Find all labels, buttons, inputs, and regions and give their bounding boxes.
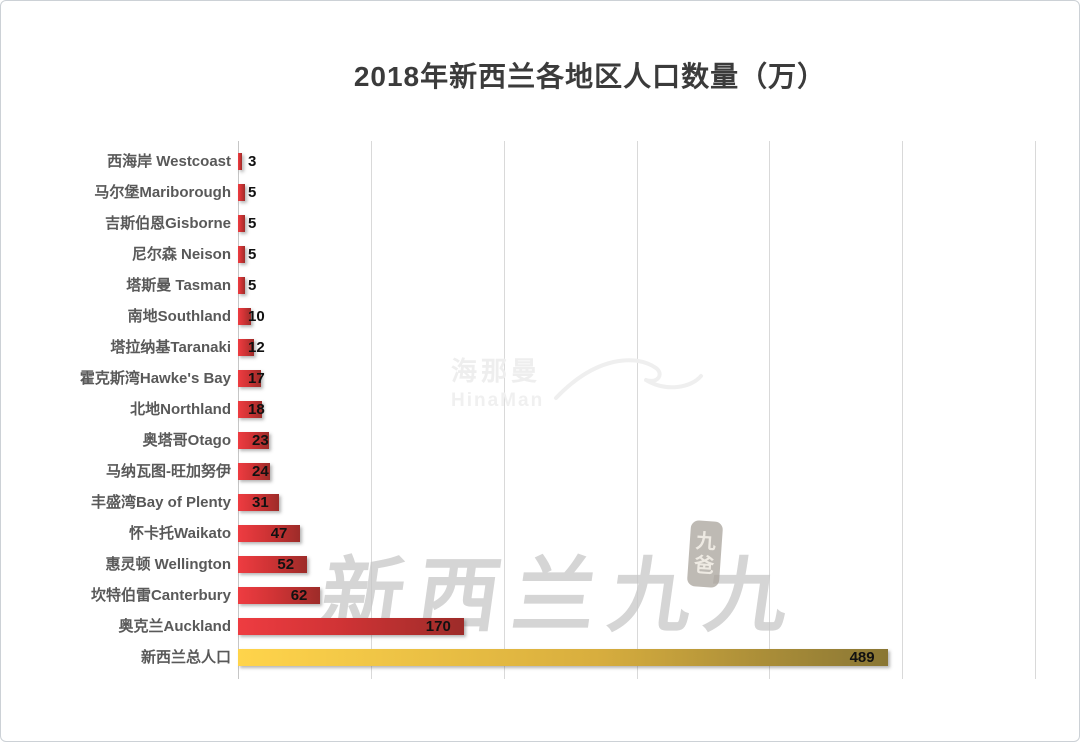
value-label: 5 bbox=[248, 276, 257, 294]
bar bbox=[238, 587, 321, 604]
value-label: 3 bbox=[248, 152, 257, 170]
bar bbox=[238, 432, 269, 449]
category-axis: 西海岸 Westcoast 马尔堡Mariborough 吉斯伯恩Gisborne 尼… bbox=[1, 141, 231, 679]
value-label: 5 bbox=[248, 214, 257, 232]
category-label: 惠灵顿 Wellington bbox=[105, 555, 231, 573]
value-label: 170 bbox=[425, 617, 451, 635]
bar bbox=[238, 370, 261, 387]
category-label: 塔斯曼 Tasman bbox=[126, 276, 231, 294]
watermark-seal-char-top: 九 bbox=[695, 530, 717, 554]
chart-title: 2018年新西兰各地区人口数量（万） bbox=[353, 61, 827, 92]
watermark-logo-chinese: 海那曼 bbox=[451, 356, 542, 386]
value-label: 10 bbox=[248, 307, 265, 325]
category-label: 尼尔森 Neison bbox=[131, 245, 231, 263]
bar bbox=[238, 463, 270, 480]
value-label: 489 bbox=[849, 648, 875, 666]
gridline bbox=[769, 141, 771, 679]
value-label: 47 bbox=[270, 524, 288, 542]
value-label: 31 bbox=[252, 493, 269, 511]
gridline bbox=[370, 141, 372, 679]
category-label: 塔拉纳基Taranaki bbox=[110, 338, 231, 356]
watermark-swoosh-icon bbox=[554, 358, 703, 400]
watermark-seal: 九 爸 bbox=[686, 519, 724, 589]
watermark-logo: 海那曼 HinaMan bbox=[451, 351, 544, 412]
category-label: 霍克斯湾Hawke's Bay bbox=[79, 369, 231, 387]
value-label: 52 bbox=[277, 555, 295, 573]
value-label: 17 bbox=[248, 369, 265, 387]
bar bbox=[238, 308, 252, 325]
value-label: 5 bbox=[248, 245, 257, 263]
value-label: 5 bbox=[248, 183, 257, 201]
bar bbox=[238, 494, 280, 511]
bar bbox=[238, 525, 301, 542]
bar bbox=[238, 277, 245, 294]
watermark-seal-char-bottom: 爸 bbox=[693, 554, 715, 578]
category-label: 南地Southland bbox=[127, 307, 231, 325]
gridline bbox=[636, 141, 638, 679]
category-label: 丰盛湾Bay of Plenty bbox=[90, 493, 231, 511]
bar bbox=[238, 649, 888, 666]
bar bbox=[238, 184, 245, 201]
bar bbox=[238, 246, 245, 263]
bar bbox=[238, 401, 262, 418]
value-label: 62 bbox=[290, 586, 308, 604]
category-label: 马尔堡Mariborough bbox=[94, 183, 231, 201]
plot-area: 3 5 5 5 5 10 12 17 18 23 24 31 47 52 62 170 489 bbox=[238, 141, 1036, 679]
value-label: 24 bbox=[252, 462, 269, 480]
bar bbox=[238, 215, 245, 232]
bar bbox=[238, 339, 254, 356]
category-label: 新西兰总人口 bbox=[140, 648, 231, 666]
gridline bbox=[902, 141, 904, 679]
value-label: 23 bbox=[252, 431, 269, 449]
category-label: 吉斯伯恩Gisborne bbox=[105, 214, 231, 232]
value-label: 18 bbox=[248, 400, 265, 418]
category-label: 奥塔哥Otago bbox=[142, 431, 231, 449]
gridline bbox=[503, 141, 505, 679]
category-label: 北地Northland bbox=[130, 400, 231, 418]
value-label: 12 bbox=[248, 338, 265, 356]
category-label: 奥克兰Auckland bbox=[118, 617, 231, 635]
watermark-logo-latin: HinaMan bbox=[451, 390, 545, 411]
bar bbox=[238, 153, 242, 170]
category-label: 马纳瓦图-旺加努伊 bbox=[106, 462, 231, 480]
category-label: 怀卡托Waikato bbox=[129, 524, 231, 542]
bar bbox=[238, 618, 464, 635]
category-label: 西海岸 Westcoast bbox=[107, 152, 231, 170]
bar bbox=[238, 556, 308, 573]
category-label: 坎特伯雷Canterbury bbox=[90, 586, 231, 604]
gridline bbox=[1035, 141, 1036, 679]
